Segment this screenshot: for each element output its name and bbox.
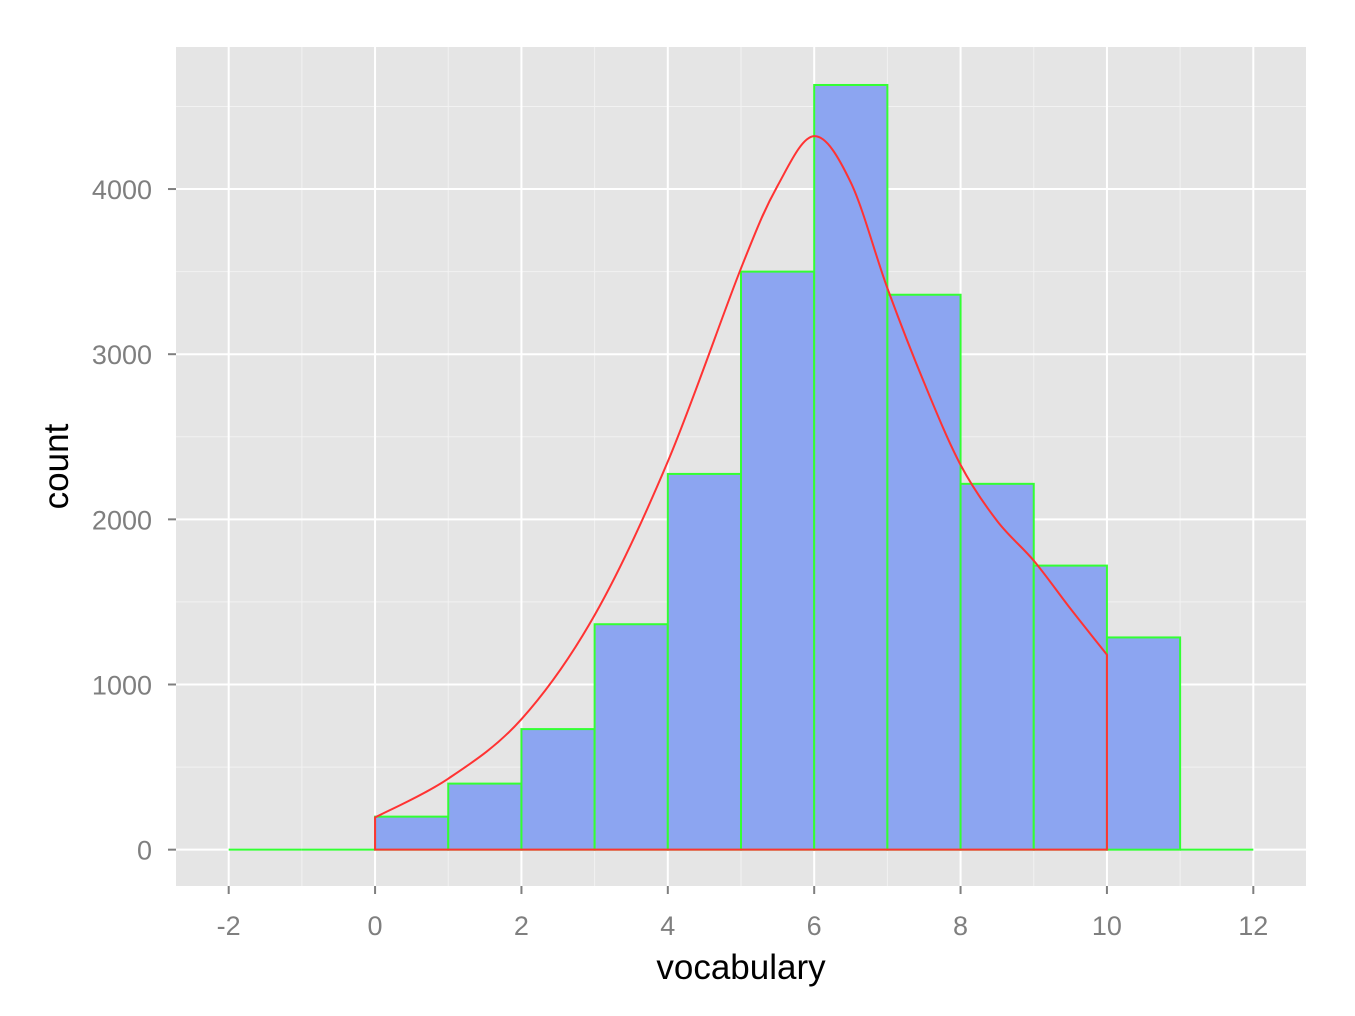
y-axis-title: count [37, 423, 76, 509]
density-curve [374, 135, 1108, 851]
y-tick-label: 3000 [92, 340, 152, 370]
histogram-bar [813, 83, 889, 851]
x-tick-label: 0 [368, 911, 383, 941]
y-tick-label: 4000 [92, 175, 152, 205]
histogram-bar [666, 472, 743, 851]
x-tick-label: -2 [217, 911, 241, 941]
histogram-bar [959, 482, 1035, 851]
histogram-bar [447, 782, 523, 851]
x-tick-label: 10 [1092, 911, 1122, 941]
histogram-bar [740, 270, 816, 851]
x-tick-label: 6 [807, 911, 822, 941]
density-curve-layer [374, 135, 1108, 851]
histogram-bar [593, 623, 669, 851]
x-tick-label: 4 [660, 911, 675, 941]
y-tick-label: 1000 [92, 671, 152, 701]
y-tick-label: 2000 [92, 505, 152, 535]
histogram-bar [520, 728, 596, 851]
x-tick-label: 12 [1238, 911, 1268, 941]
histogram-bar [886, 293, 962, 851]
x-tick-label: 2 [514, 911, 529, 941]
histogram-bar [1105, 636, 1182, 851]
x-axis-title: vocabulary [656, 948, 826, 987]
y-axis-ticks: 0 1000 2000 3000 4000 [92, 175, 176, 866]
x-tick-label: 8 [953, 911, 968, 941]
histogram-bar [374, 815, 450, 851]
x-axis-ticks: -2 0 2 4 6 8 10 12 [217, 886, 1268, 941]
y-tick-label: 0 [137, 836, 152, 866]
